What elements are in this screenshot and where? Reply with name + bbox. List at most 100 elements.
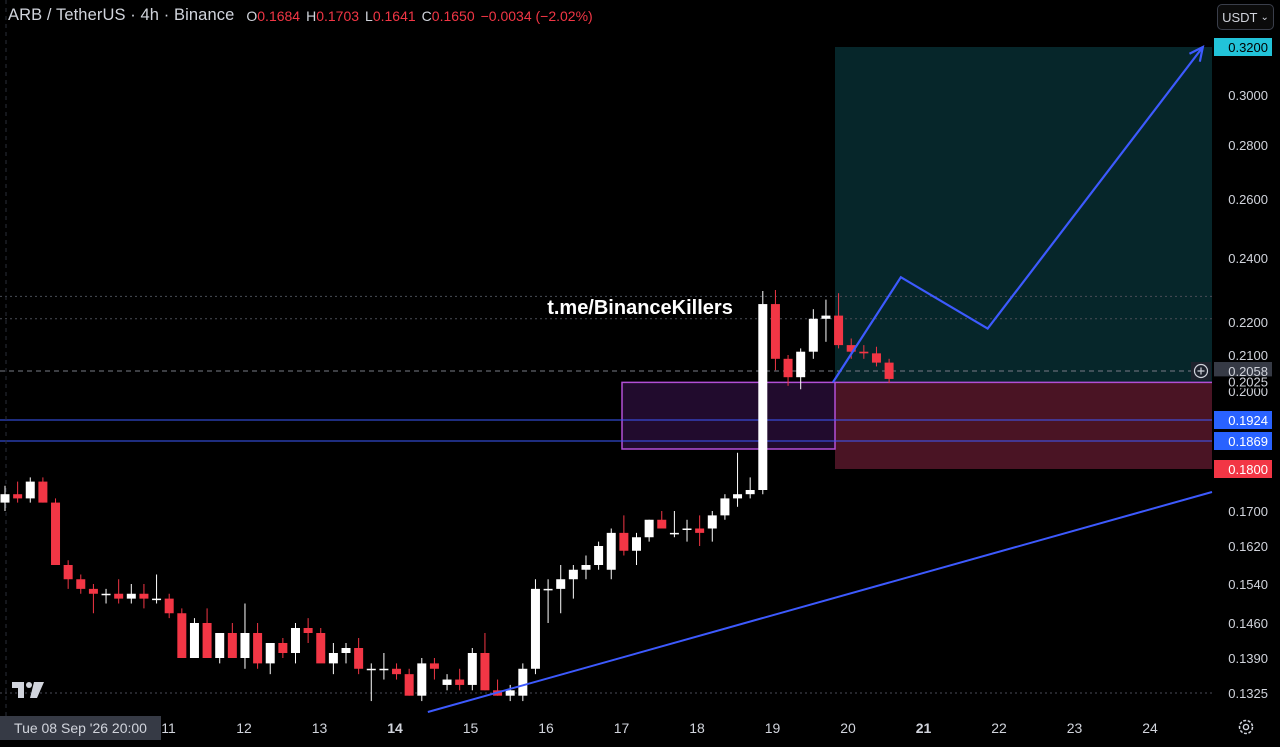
x-axis-label-14: 14 bbox=[387, 720, 403, 736]
candle-body-48[interactable] bbox=[606, 532, 616, 570]
candle-body-70[interactable] bbox=[884, 362, 894, 379]
candle-body-36[interactable] bbox=[455, 679, 465, 685]
tradingview-logo-icon[interactable] bbox=[10, 678, 46, 702]
gear-icon[interactable] bbox=[1237, 718, 1255, 736]
candle-body-34[interactable] bbox=[429, 663, 439, 669]
candle-body-57[interactable] bbox=[720, 498, 730, 516]
candle-body-24[interactable] bbox=[303, 628, 313, 633]
candle-body-2[interactable] bbox=[25, 481, 35, 499]
candle-body-41[interactable] bbox=[518, 668, 528, 696]
candle-body-20[interactable] bbox=[253, 633, 263, 664]
change-value: −0.0034 (−2.02%) bbox=[480, 7, 593, 24]
candle-body-43[interactable] bbox=[543, 588, 553, 591]
high-label: H bbox=[306, 7, 317, 24]
candle-body-16[interactable] bbox=[202, 623, 212, 658]
candle-body-60[interactable] bbox=[758, 304, 768, 490]
candle-body-21[interactable] bbox=[265, 643, 275, 664]
candle-body-26[interactable] bbox=[328, 653, 338, 664]
candle-body-4[interactable] bbox=[51, 502, 61, 565]
low-label: L bbox=[365, 7, 373, 24]
candle-body-13[interactable] bbox=[164, 598, 174, 614]
add-alert-icon[interactable] bbox=[1191, 362, 1211, 380]
candle-body-31[interactable] bbox=[392, 668, 402, 675]
candle-body-7[interactable] bbox=[88, 588, 98, 594]
candle-body-32[interactable] bbox=[404, 674, 414, 696]
candle-body-56[interactable] bbox=[707, 515, 717, 529]
candle-body-1[interactable] bbox=[13, 494, 23, 499]
candle-body-67[interactable] bbox=[846, 345, 856, 352]
candle-body-40[interactable] bbox=[505, 690, 515, 696]
candle-body-69[interactable] bbox=[871, 353, 881, 363]
candle-body-47[interactable] bbox=[594, 546, 604, 565]
candle-body-9[interactable] bbox=[114, 593, 124, 599]
price-label-bg-4 bbox=[1214, 432, 1272, 450]
candle-body-59[interactable] bbox=[745, 490, 755, 495]
candle-body-23[interactable] bbox=[290, 628, 300, 653]
target-zone[interactable] bbox=[835, 47, 1212, 383]
candle-body-17[interactable] bbox=[215, 633, 225, 658]
projection-path-line[interactable] bbox=[831, 46, 1204, 383]
candle-body-0[interactable] bbox=[0, 494, 10, 503]
candle-body-50[interactable] bbox=[632, 537, 641, 551]
candle-body-53[interactable] bbox=[669, 532, 679, 535]
candle-body-5[interactable] bbox=[63, 565, 73, 580]
candle-body-30[interactable] bbox=[379, 668, 389, 671]
candle-body-22[interactable] bbox=[278, 643, 288, 653]
stop-loss-zone[interactable] bbox=[835, 382, 1212, 469]
candle-body-63[interactable] bbox=[796, 351, 806, 378]
candle-body-25[interactable] bbox=[316, 633, 326, 664]
price-label-3: 0.1924 bbox=[1228, 413, 1268, 428]
candle-body-68[interactable] bbox=[859, 351, 869, 354]
candle-body-45[interactable] bbox=[568, 569, 578, 580]
candle-body-3[interactable] bbox=[38, 481, 48, 503]
x-axis-label-19: 19 bbox=[765, 720, 781, 736]
candle-body-38[interactable] bbox=[480, 653, 490, 691]
candle-body-49[interactable] bbox=[619, 532, 629, 551]
candle-body-64[interactable] bbox=[808, 318, 818, 352]
y-axis-tick-4: 0.2200 bbox=[1228, 315, 1268, 330]
projection-arrowhead bbox=[1188, 44, 1205, 62]
candle-body-11[interactable] bbox=[139, 593, 149, 599]
y-axis-tick-11: 0.1390 bbox=[1228, 651, 1268, 666]
candle-body-51[interactable] bbox=[644, 519, 654, 538]
candle-body-27[interactable] bbox=[341, 648, 351, 653]
candle-body-61[interactable] bbox=[770, 304, 780, 359]
symbol-title[interactable]: ARB / TetherUS · 4h · Binance bbox=[8, 6, 235, 24]
candle-body-28[interactable] bbox=[354, 648, 364, 669]
candle-body-29[interactable] bbox=[366, 668, 376, 671]
close-value: 0.1650 bbox=[431, 7, 475, 24]
currency-selector[interactable]: USDT ⌄ bbox=[1217, 4, 1274, 30]
candle-body-66[interactable] bbox=[834, 315, 844, 346]
high-value: 0.1703 bbox=[316, 7, 360, 24]
candle-body-12[interactable] bbox=[152, 598, 162, 601]
x-axis-label-21: 21 bbox=[916, 720, 932, 736]
candle-body-46[interactable] bbox=[581, 565, 591, 570]
symbol-header: ARB / TetherUS · 4h · Binance O0.1684 H0… bbox=[8, 6, 593, 25]
candle-body-18[interactable] bbox=[227, 633, 237, 658]
candle-body-58[interactable] bbox=[733, 494, 743, 499]
y-axis-tick-8: 0.1620 bbox=[1228, 539, 1268, 554]
candle-body-65[interactable] bbox=[821, 315, 831, 319]
demand-zone-box[interactable] bbox=[621, 381, 836, 450]
price-label-0: 0.3200 bbox=[1228, 40, 1268, 55]
candle-body-33[interactable] bbox=[417, 663, 427, 696]
ascending-trendline[interactable] bbox=[427, 491, 1213, 713]
candle-body-35[interactable] bbox=[442, 679, 452, 685]
watermark-text: t.me/BinanceKillers bbox=[547, 297, 733, 319]
candle-body-55[interactable] bbox=[695, 528, 705, 533]
candle-body-52[interactable] bbox=[657, 519, 667, 529]
candle-body-44[interactable] bbox=[556, 579, 566, 589]
candle-body-42[interactable] bbox=[530, 588, 540, 669]
price-label-bg-0 bbox=[1214, 38, 1272, 56]
candle-body-19[interactable] bbox=[240, 633, 250, 658]
candle-body-8[interactable] bbox=[101, 593, 111, 596]
candle-body-62[interactable] bbox=[783, 358, 793, 378]
x-axis-label-18: 18 bbox=[689, 720, 705, 736]
candle-body-54[interactable] bbox=[682, 528, 692, 531]
candle-body-10[interactable] bbox=[126, 593, 136, 599]
candle-body-6[interactable] bbox=[76, 579, 86, 589]
candle-body-15[interactable] bbox=[189, 623, 199, 658]
candle-body-37[interactable] bbox=[467, 653, 477, 685]
candle-body-14[interactable] bbox=[177, 613, 187, 658]
